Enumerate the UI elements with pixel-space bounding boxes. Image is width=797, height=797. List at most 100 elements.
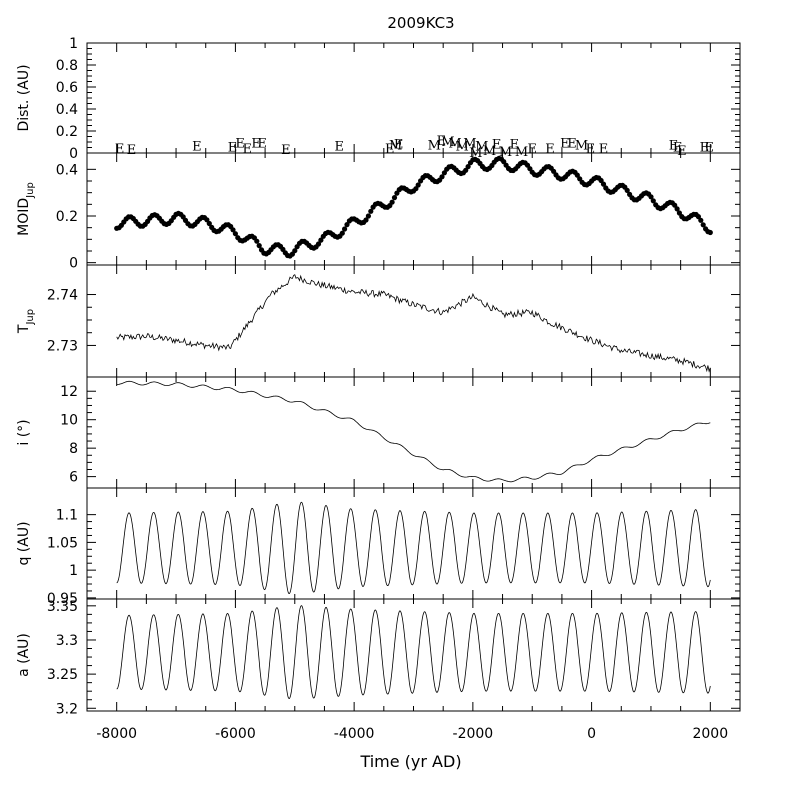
y-tick-label: 0.4	[56, 162, 78, 178]
data-point	[465, 164, 471, 170]
y-axis-title-sub: Jup	[25, 309, 36, 326]
x-tick-label: 0	[587, 726, 596, 742]
y-axis-title-main: MOID	[16, 198, 32, 236]
series-inclination-line	[116, 380, 711, 483]
y-tick-label: 0	[69, 146, 78, 162]
series-q-line	[116, 501, 711, 595]
y-tick-label: 3.25	[47, 667, 78, 683]
encounter-marker: E	[127, 143, 137, 158]
y-tick-label: 8	[69, 441, 78, 457]
y-axis-title: MOIDJup	[16, 182, 36, 236]
x-tick-label: -4000	[334, 726, 375, 742]
encounter-marker: E	[257, 136, 267, 151]
series-moid	[114, 155, 713, 259]
data-point	[648, 194, 654, 200]
data-point	[574, 172, 580, 178]
data-point	[624, 187, 630, 193]
y-axis-title-main: a (AU)	[16, 633, 32, 677]
chart-title: 2009KC3	[387, 14, 454, 32]
panel-a: 3.2 3.25 3.3 3.35 a (AU)	[16, 598, 741, 717]
y-axis-title-main: q (AU)	[16, 521, 32, 565]
y-tick-label: 0.2	[56, 209, 78, 225]
y-tick-label: 2.73	[47, 338, 78, 354]
y-tick-label: 6	[69, 470, 78, 486]
panel-moid: 0 0.2 0.4 MOIDJup	[16, 152, 741, 272]
y-axis-title: i (°)	[16, 419, 32, 445]
data-point	[318, 237, 324, 243]
y-tick-label: 3.35	[47, 599, 78, 615]
encounter-marker: E	[385, 142, 395, 157]
y-axis-title-main: i (°)	[16, 419, 32, 445]
data-point	[391, 195, 398, 201]
y-tick-label: 0.6	[56, 80, 78, 96]
encounter-marker: E	[228, 141, 238, 156]
series-tjup-line	[116, 274, 711, 373]
panel-frame	[86, 152, 741, 266]
data-point	[698, 217, 704, 223]
y-tick-label: 1	[69, 563, 78, 579]
data-point	[672, 202, 678, 208]
x-tick-label: 2000	[692, 726, 728, 742]
encounter-marker: M	[575, 139, 588, 154]
encounter-marker: E	[560, 136, 570, 151]
encounter-marker: E	[704, 141, 714, 156]
encounter-marker: M	[483, 144, 496, 159]
data-point	[439, 174, 445, 180]
encounter-marker: E	[599, 142, 609, 157]
y-tick-label: 3.3	[56, 633, 78, 649]
data-point	[365, 213, 371, 219]
data-point	[232, 231, 238, 237]
encounter-marker: M	[428, 139, 441, 154]
y-tick-label: 1.1	[56, 508, 78, 524]
y-axis-title: q (AU)	[16, 521, 32, 565]
y-tick-label: 0.8	[56, 58, 78, 74]
panel-frame	[86, 42, 741, 154]
encounter-marker: E	[586, 142, 596, 157]
encounter-marker: E	[437, 134, 447, 149]
panel-inc: 6 8 10 12 i (°)	[16, 376, 741, 489]
encounter-marker: E	[545, 142, 555, 157]
data-point	[254, 238, 260, 244]
encounter-marker: E	[700, 141, 710, 156]
y-axis-title-main: Dist. (AU)	[16, 64, 32, 131]
data-point	[230, 227, 236, 233]
encounter-marker: M	[389, 139, 402, 154]
x-tick-label: -2000	[453, 726, 494, 742]
y-tick-label: 1.05	[47, 535, 78, 551]
data-point	[292, 248, 298, 254]
series-a-line	[116, 605, 711, 699]
encounter-marker: E	[281, 143, 291, 158]
y-tick-label: 0.4	[56, 102, 78, 118]
data-point	[695, 214, 702, 220]
data-point	[707, 229, 713, 236]
encounter-marker: E	[669, 139, 679, 154]
encounter-marker: M	[475, 140, 488, 155]
encounter-marker: E	[335, 140, 345, 155]
y-tick-label: 0	[69, 256, 78, 272]
encounter-marker: M	[463, 136, 476, 151]
y-axis-title: TJup	[16, 309, 36, 334]
data-point	[339, 230, 345, 236]
encounter-marker: E	[510, 137, 520, 152]
encounter-marker: E	[527, 142, 537, 157]
data-point	[600, 181, 607, 187]
encounter-marker: E	[235, 136, 245, 151]
data-point	[463, 167, 469, 173]
data-point	[315, 241, 322, 247]
data-point	[368, 208, 374, 214]
data-point	[344, 222, 350, 228]
encounter-marker: E	[394, 137, 404, 152]
data-point	[650, 198, 656, 204]
y-axis-title-main: T	[16, 324, 32, 334]
data-point	[674, 206, 680, 212]
y-tick-label: 3.2	[56, 701, 78, 717]
y-axis-title: a (AU)	[16, 633, 32, 677]
encounter-marker: E	[243, 142, 253, 157]
encounter-marker: E	[251, 136, 261, 151]
y-axis-title-sub: Jup	[25, 182, 36, 199]
y-tick-label: 10	[60, 413, 78, 429]
encounter-marker: M	[448, 136, 461, 151]
y-tick-label: 0.2	[56, 124, 78, 140]
